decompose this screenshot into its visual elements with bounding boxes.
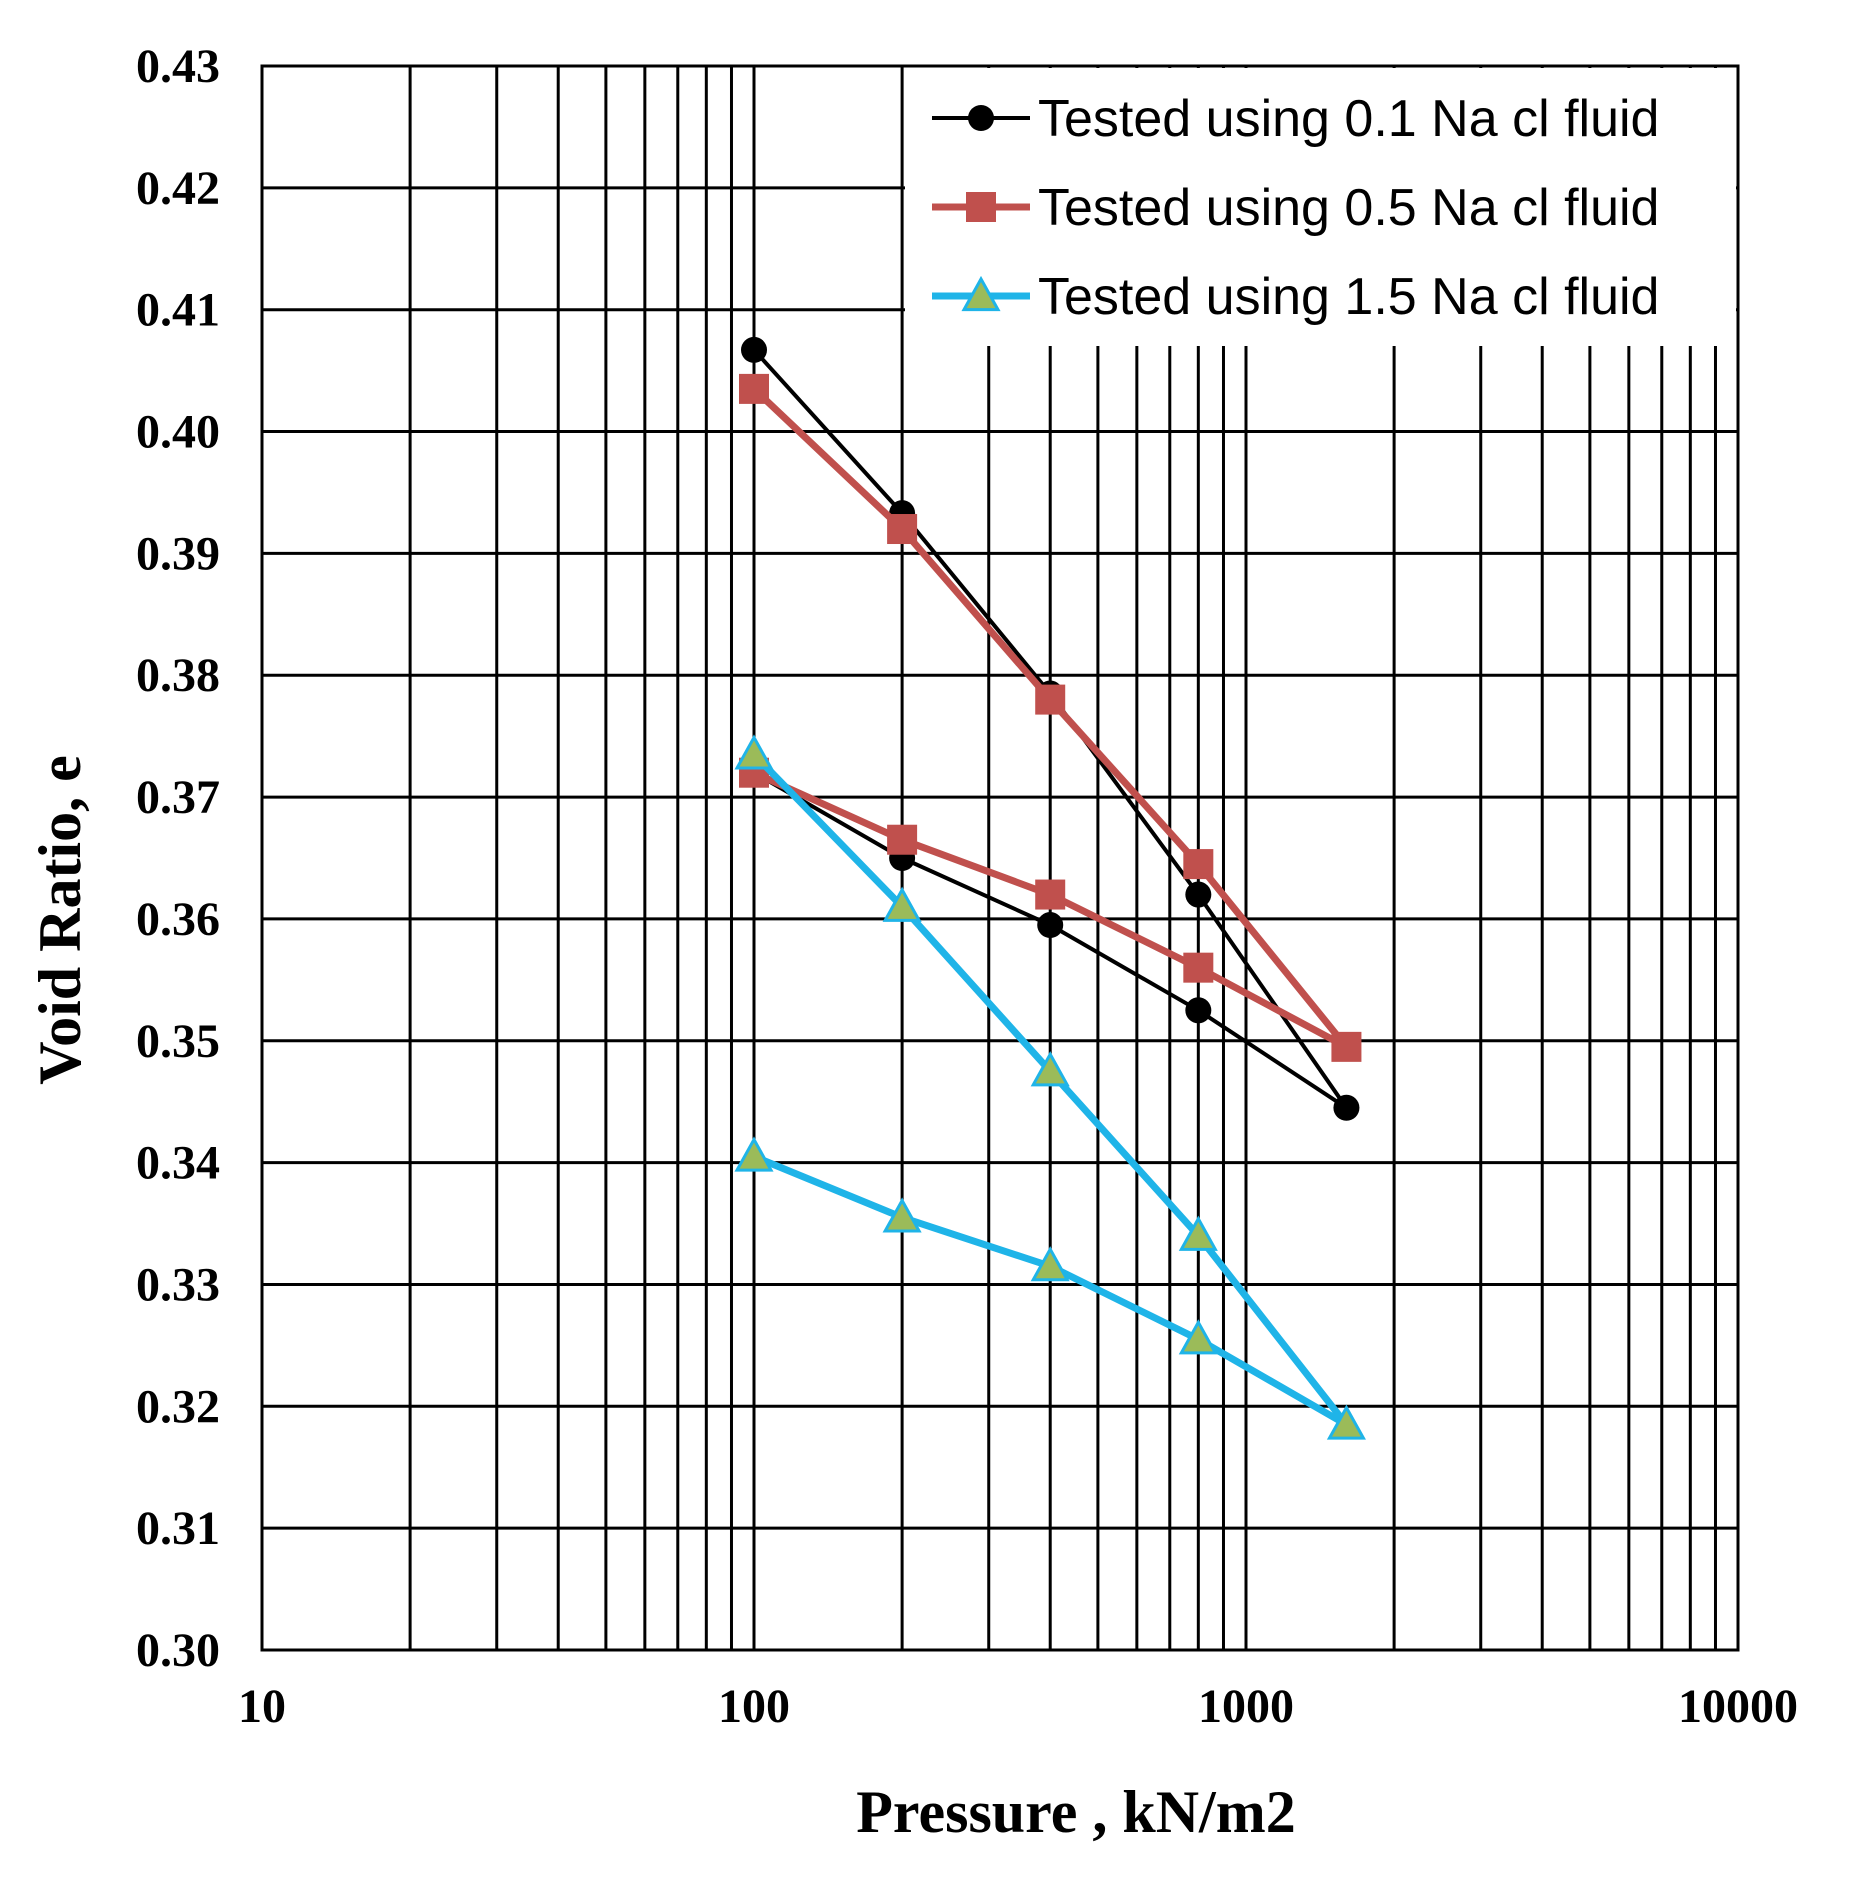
- data-point: [1183, 952, 1214, 983]
- legend-box: [905, 68, 1736, 346]
- y-tick-label: 0.43: [136, 40, 220, 93]
- y-tick-label: 0.30: [136, 1624, 220, 1677]
- legend-marker: [968, 105, 994, 131]
- data-point: [1331, 1031, 1362, 1062]
- data-point: [1333, 1094, 1360, 1121]
- data-point: [1185, 881, 1212, 908]
- y-tick-label: 0.39: [136, 527, 220, 580]
- series-layer: [734, 336, 1366, 1440]
- y-tick-label: 0.41: [136, 284, 220, 337]
- data-point: [887, 514, 918, 545]
- data-point: [1178, 1319, 1218, 1355]
- tick-labels: 0.30 0.31 0.32 0.33 0.34 0.35 0.36 0.37 0.38 0.39…: [136, 40, 1798, 1733]
- y-tick-label: 0.40: [136, 406, 220, 459]
- y-tick-label: 0.35: [136, 1015, 220, 1068]
- data-point: [1035, 684, 1066, 715]
- y-tick-label: 0.34: [136, 1137, 220, 1190]
- data-point: [882, 886, 922, 922]
- legend-marker: [961, 275, 1001, 312]
- data-point: [887, 824, 918, 855]
- x-axis-title: Pressure , kN/m2: [856, 1779, 1295, 1845]
- data-point: [1185, 997, 1212, 1024]
- y-tick-label: 0.37: [136, 771, 220, 824]
- y-tick-label: 0.36: [136, 893, 220, 946]
- legend-marker: [966, 192, 996, 222]
- data-point: [1030, 1246, 1070, 1282]
- data-point: [734, 1136, 774, 1172]
- data-point: [1178, 1215, 1218, 1251]
- y-tick-label: 0.33: [136, 1258, 220, 1311]
- data-point: [739, 373, 769, 404]
- y-tick-label: 0.31: [136, 1502, 220, 1555]
- data-point: [734, 734, 774, 770]
- legend: Tested using 0.1 Na cl fluid Tested using…: [905, 68, 1736, 346]
- plot-border: [260, 64, 1740, 1652]
- data-point: [741, 336, 767, 363]
- data-point: [1326, 1404, 1366, 1440]
- legend-label: Tested using 0.5 Na cl fluid: [1038, 179, 1659, 237]
- data-point: [1037, 912, 1064, 939]
- y-tick-label: 0.32: [136, 1380, 220, 1433]
- y-tick-label: 0.42: [136, 162, 220, 215]
- data-point: [1183, 849, 1214, 880]
- legend-label: Tested using 0.1 Na cl fluid: [1038, 90, 1659, 148]
- x-tick-label: 10000: [1678, 1680, 1798, 1733]
- x-tick-label: 100: [718, 1680, 790, 1733]
- data-point: [1035, 879, 1066, 910]
- y-axis-title: Void Ratio, e: [27, 755, 93, 1084]
- series-3: [734, 734, 1366, 1440]
- x-tick-label: 10: [238, 1680, 286, 1733]
- x-tick-label: 1000: [1198, 1680, 1294, 1733]
- y-tick-label: 0.38: [136, 649, 220, 702]
- legend-label: Tested using 1.5 Na cl fluid: [1038, 268, 1659, 326]
- data-point: [1030, 1051, 1070, 1087]
- data-point: [882, 1197, 922, 1233]
